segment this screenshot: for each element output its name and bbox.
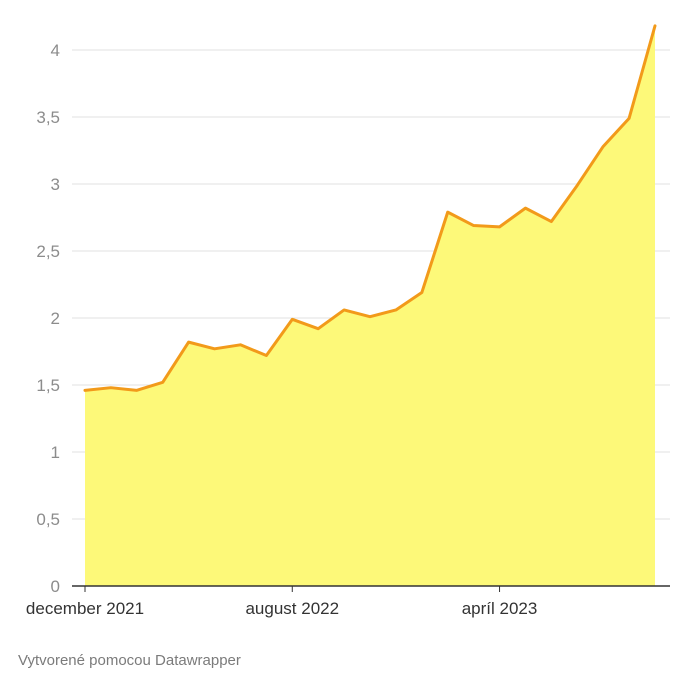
x-axis-labels: december 2021 august 2022 apríl 2023: [26, 586, 537, 618]
data-point: [653, 24, 657, 28]
data-point: [472, 224, 476, 228]
data-point: [316, 327, 320, 331]
data-point: [290, 317, 294, 321]
data-point: [368, 315, 372, 319]
data-point: [342, 308, 346, 312]
x-tick-label: apríl 2023: [462, 599, 538, 618]
y-tick-label: 0,5: [36, 510, 60, 529]
y-tick-label: 3,5: [36, 108, 60, 127]
data-point: [523, 206, 527, 210]
y-tick-label: 2,5: [36, 242, 60, 261]
y-tick-label: 3: [51, 175, 60, 194]
data-point: [83, 388, 87, 392]
data-point: [627, 116, 631, 120]
y-tick-label: 4: [51, 41, 60, 60]
series-line: [83, 24, 657, 392]
data-point: [264, 354, 268, 358]
data-point: [549, 220, 553, 224]
area-fill-layer: [85, 25, 655, 586]
data-point: [498, 225, 502, 229]
data-point: [394, 308, 398, 312]
y-axis-labels: 0 0,5 1 1,5 2 2,5 3 3,5 4: [36, 41, 60, 596]
y-tick-label: 2: [51, 309, 60, 328]
data-point: [161, 380, 165, 384]
data-point: [109, 386, 113, 390]
credit-footer: Vytvorené pomocou Datawrapper: [18, 652, 241, 669]
data-point: [601, 144, 605, 148]
data-point: [213, 347, 217, 351]
data-point: [187, 340, 191, 344]
data-point: [575, 183, 579, 187]
x-tick-label: august 2022: [245, 599, 339, 618]
data-point: [135, 388, 139, 392]
data-point: [446, 210, 450, 214]
data-point: [238, 343, 242, 347]
y-tick-label: 1: [51, 443, 60, 462]
data-point: [420, 291, 424, 295]
area-fill: [85, 25, 655, 586]
y-tick-label: 1,5: [36, 376, 60, 395]
series-line-layer: [83, 24, 657, 392]
y-tick-label: 0: [51, 577, 60, 596]
x-tick-label: december 2021: [26, 599, 144, 618]
